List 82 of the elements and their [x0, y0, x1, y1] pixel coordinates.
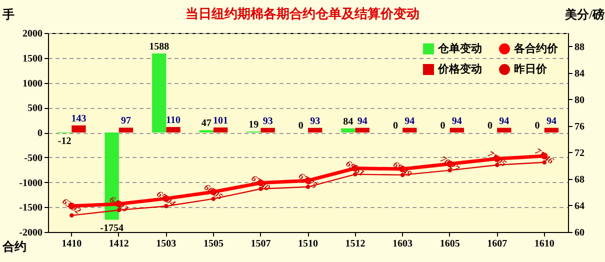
bar: [497, 128, 512, 132]
bar: [308, 128, 322, 132]
data-label: 94: [357, 116, 368, 127]
data-label: 70.27: [438, 154, 462, 174]
data-label: 71.05: [486, 148, 509, 169]
y2-tick-label: 88: [574, 42, 584, 53]
data-label: 93: [262, 116, 273, 127]
data-label: 1588: [149, 41, 170, 52]
bar: [260, 128, 275, 132]
bar: [341, 128, 356, 132]
data-label: -1754: [100, 222, 124, 234]
y-axis-title: 手: [2, 8, 14, 22]
y-tick-label: -500: [24, 152, 42, 164]
legend-label: 仓单变动: [437, 42, 482, 55]
bar: [544, 128, 559, 132]
x-tick-label: 1607: [487, 238, 508, 250]
data-label: 101: [213, 115, 228, 126]
y2-tick-label: 84: [574, 68, 584, 80]
x-tick-label: 1512: [345, 238, 366, 250]
data-label: 63.92: [60, 196, 84, 216]
data-label: 0: [534, 120, 540, 132]
y-tick-label: 1000: [22, 78, 42, 90]
y-tick-label: -1500: [19, 202, 42, 214]
data-label: 94: [546, 116, 556, 127]
data-label: 94: [452, 116, 462, 127]
bar: [166, 127, 180, 132]
y2-tick-label: 60: [574, 228, 584, 238]
data-label: 0: [392, 120, 398, 132]
bar: [118, 128, 134, 132]
x-tick-label: 1507: [250, 238, 271, 250]
x-tick-label: 1610: [534, 238, 554, 250]
x-tick-label: 1503: [156, 238, 176, 250]
data-label: 69.61: [344, 158, 366, 178]
y2-tick-label: 72: [574, 148, 584, 159]
data-label: 143: [71, 113, 86, 124]
data-label: 0: [440, 120, 446, 132]
bar: [72, 125, 86, 132]
data-label: -12: [58, 136, 72, 148]
data-label: 93: [310, 116, 320, 127]
x-tick-label: 1410: [62, 238, 82, 250]
y-tick-label: 500: [28, 103, 42, 114]
y2-axis-title: 美分/磅: [564, 8, 604, 22]
y-tick-label: 1500: [22, 53, 42, 64]
bar: [402, 128, 417, 132]
legend-label: 各合约价: [513, 42, 559, 55]
y-tick-label: 2000: [22, 28, 42, 40]
y-tick-label: -1000: [19, 178, 42, 189]
y-tick-label: -2000: [19, 228, 42, 238]
data-label: 67.75: [296, 170, 320, 191]
data-label: 47: [201, 118, 212, 130]
legend-label: 昨日价: [514, 62, 548, 76]
legend-label: 价格变动: [437, 62, 482, 76]
x-tick-label: 1510: [298, 238, 318, 250]
data-label: 19: [248, 120, 259, 131]
data-label: 64.23: [108, 194, 130, 214]
bar: [213, 127, 228, 132]
x-tick-label: 1605: [440, 238, 460, 250]
data-label: 94: [404, 116, 415, 127]
data-label: 110: [166, 115, 180, 126]
bar: [450, 128, 464, 132]
y2-tick-label: 68: [574, 174, 584, 186]
y-tick-label: 0: [38, 128, 42, 139]
x-axis-title: 合约: [2, 240, 26, 254]
x-tick-label: 1412: [108, 238, 129, 250]
bar: [152, 53, 166, 132]
data-label: 69.49: [391, 159, 414, 180]
data-label: 0: [298, 120, 304, 132]
data-label: 65.04: [155, 188, 178, 209]
data-label: 97: [121, 116, 131, 127]
data-label: 0: [488, 120, 492, 132]
data-label: 66.05: [202, 182, 226, 202]
bar: [355, 128, 370, 132]
y2-tick-label: 64: [574, 200, 584, 212]
y2-tick-label: 80: [574, 94, 584, 106]
x-tick-label: 1603: [392, 238, 413, 250]
chart-title: 当日纽约期棉各期合约仓单及结算价变动: [186, 6, 420, 21]
x-tick-label: 1505: [203, 238, 224, 250]
data-label: 84: [343, 116, 354, 128]
y2-tick-label: 76: [574, 121, 584, 132]
data-label: 94: [499, 116, 510, 127]
data-label: 71.46: [533, 146, 556, 166]
data-label: 67.40: [250, 173, 272, 194]
